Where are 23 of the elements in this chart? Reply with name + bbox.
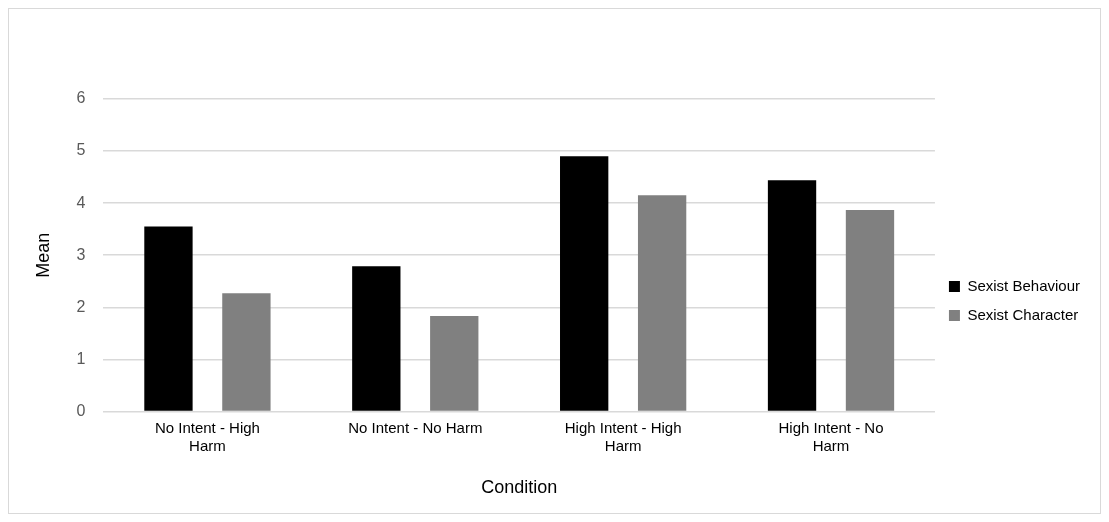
x-tick-label: High Intent - High Harm (564, 418, 682, 454)
y-axis-title: Mean (32, 232, 53, 278)
bar (352, 266, 401, 411)
y-tick-label: 2 (76, 297, 86, 315)
y-tick-label: 3 (76, 245, 86, 263)
bar (845, 209, 895, 411)
y-tick-label: 0 (76, 401, 86, 419)
legend-label: Sexist Behaviour (967, 276, 1080, 294)
x-tick-label: No Intent - No Harm (348, 418, 483, 436)
legend-label: Sexist Character (967, 305, 1079, 323)
y-tick-label: 1 (76, 349, 86, 367)
bar (144, 226, 193, 411)
bar (222, 293, 271, 411)
x-axis-title: Condition (481, 477, 558, 498)
x-tick-label: High Intent - No Harm (778, 418, 884, 454)
bar (560, 156, 609, 411)
bar (767, 180, 817, 411)
y-tick-label: 5 (76, 141, 86, 159)
y-tick-label: 4 (76, 193, 86, 211)
y-tick-label: 6 (76, 89, 86, 107)
x-tick-label: No Intent - High Harm (154, 418, 260, 454)
bar (637, 195, 687, 411)
bar (430, 316, 479, 411)
